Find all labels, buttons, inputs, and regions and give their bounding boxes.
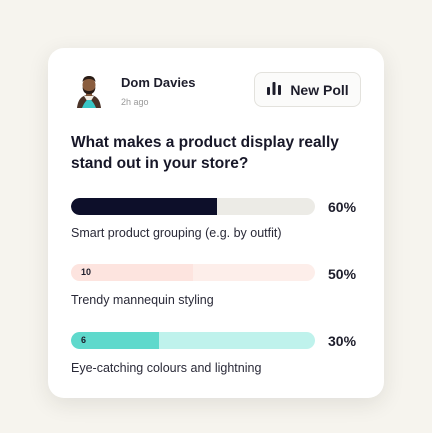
option-1-label[interactable]: Smart product grouping (e.g. by outfit) [71, 226, 282, 240]
option-2-fill [71, 264, 193, 281]
bar-chart-icon [266, 81, 282, 98]
author-name[interactable]: Dom Davies [121, 75, 196, 90]
option-2-label[interactable]: Trendy mannequin styling [71, 293, 214, 307]
option-3-percent: 30% [328, 333, 357, 349]
option-2-bar[interactable]: 10 [71, 264, 315, 281]
post-timestamp: 2h ago [121, 97, 149, 107]
option-1-percent: 60% [328, 199, 357, 215]
option-3-bar[interactable]: 6 [71, 332, 315, 349]
option-3-count: 6 [81, 335, 87, 345]
option-2-percent: 50% [328, 266, 357, 282]
poll-card: Dom Davies 2h ago New Poll What makes a … [48, 48, 384, 398]
new-poll-button[interactable]: New Poll [254, 72, 361, 107]
option-1-fill [71, 198, 218, 215]
option-2-count: 10 [81, 267, 92, 277]
author-avatar[interactable] [70, 70, 108, 108]
option-3-fill [71, 332, 159, 349]
new-poll-label: New Poll [290, 81, 349, 98]
option-3-label[interactable]: Eye-catching colours and lightning [71, 361, 262, 375]
poll-question: What makes a product display really stan… [71, 134, 339, 172]
option-1-bar[interactable] [71, 198, 315, 215]
